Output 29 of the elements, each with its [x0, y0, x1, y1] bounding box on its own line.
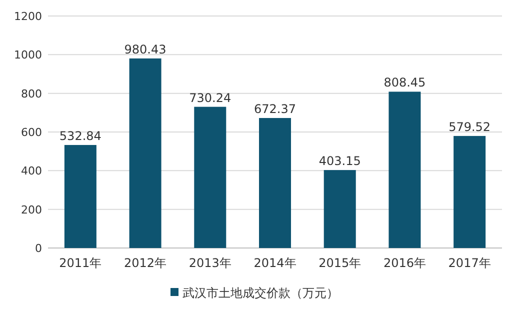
x-tick-label: 2014年: [254, 256, 296, 270]
data-label: 730.24: [189, 90, 232, 105]
y-tick-label: 200: [21, 203, 42, 216]
y-tick-label: 1000: [14, 48, 42, 62]
bar: [194, 106, 226, 248]
x-tick-label: 2013年: [188, 256, 232, 270]
bar: [129, 58, 162, 248]
data-label: 808.45: [384, 76, 426, 90]
bar: [64, 144, 96, 248]
data-label: 403.15: [318, 154, 361, 168]
data-label: 980.43: [124, 42, 166, 56]
data-label: 672.37: [254, 102, 296, 116]
data-label: 579.52: [448, 120, 491, 134]
y-tick-label: 1200: [14, 10, 42, 23]
x-tick-label: 2016年: [383, 256, 426, 270]
bar: [259, 118, 291, 248]
x-tick-label: 2012年: [124, 256, 167, 270]
y-tick-label: 800: [21, 87, 42, 100]
y-tick-label: 0: [35, 242, 42, 255]
x-tick-label: 2017年: [448, 256, 491, 270]
x-tick-label: 2015年: [318, 256, 362, 270]
bar: [454, 136, 486, 248]
data-label: 532.84: [59, 128, 102, 143]
legend-label: 武汉市土地成交价款（万元）: [182, 286, 338, 300]
bar: [388, 92, 421, 248]
bar: [324, 170, 356, 248]
y-tick-label: 600: [21, 126, 42, 139]
y-tick-label: 400: [21, 164, 42, 178]
x-tick-label: 2011年: [59, 256, 102, 270]
